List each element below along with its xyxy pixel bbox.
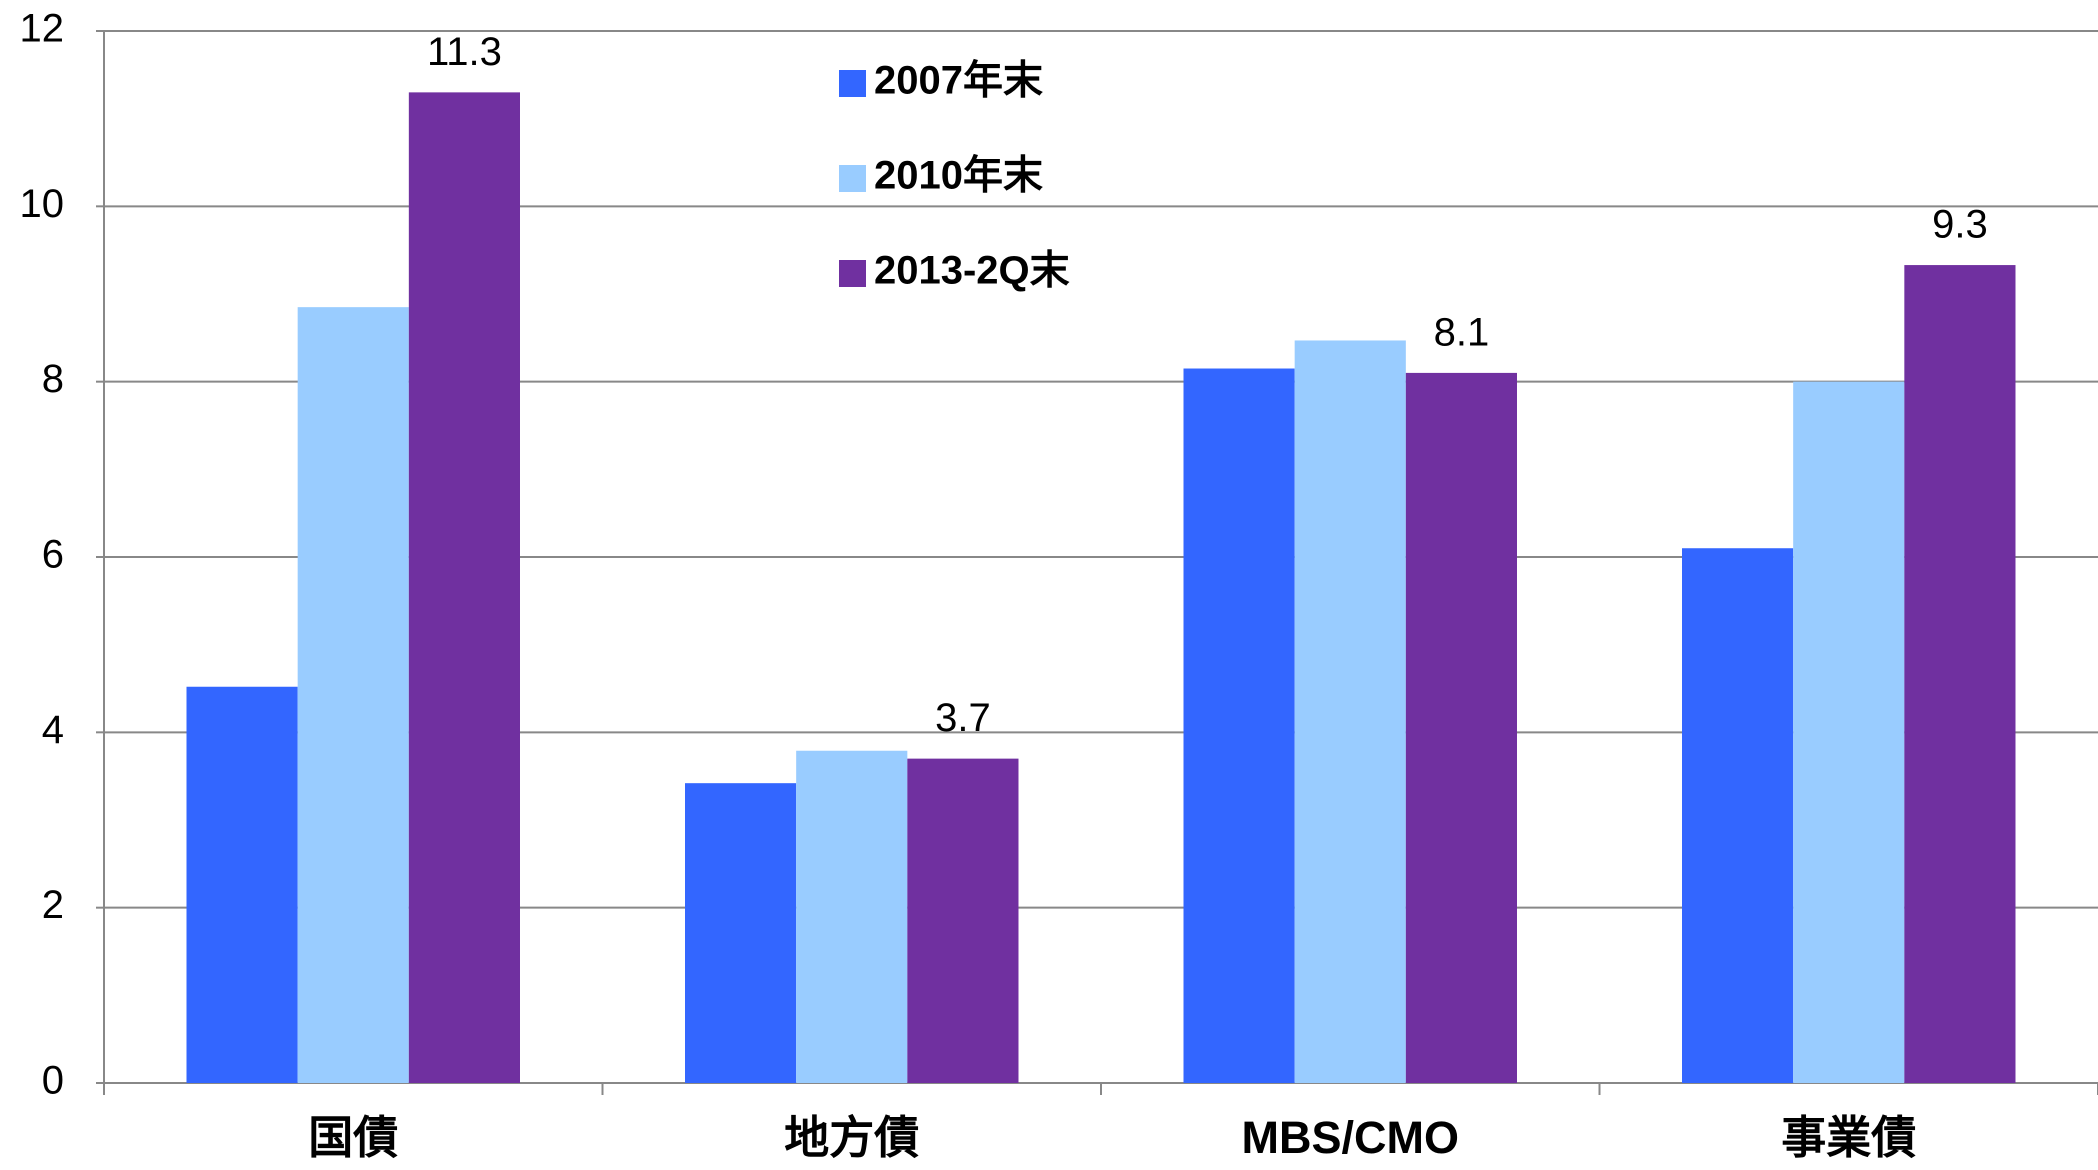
data-label: 9.3 bbox=[1932, 203, 1988, 247]
bar bbox=[1294, 340, 1406, 1083]
y-tick-label: 4 bbox=[42, 708, 64, 752]
y-tick-label: 6 bbox=[42, 533, 64, 577]
y-tick-label: 8 bbox=[42, 357, 64, 401]
bar bbox=[1904, 265, 2016, 1083]
bar bbox=[796, 750, 908, 1083]
bar bbox=[1793, 381, 1905, 1084]
legend-swatch bbox=[839, 70, 866, 97]
legend-label: 2010年末 bbox=[874, 154, 1043, 198]
x-tick-label: 国債 bbox=[308, 1112, 398, 1163]
legend-swatch bbox=[839, 260, 866, 287]
bar bbox=[297, 307, 409, 1083]
data-label: 8.1 bbox=[1434, 310, 1490, 354]
bar bbox=[1405, 372, 1517, 1083]
bar bbox=[907, 758, 1019, 1083]
data-label: 11.3 bbox=[427, 30, 502, 74]
bar bbox=[685, 783, 797, 1083]
y-tick-label: 10 bbox=[20, 182, 65, 226]
data-label: 3.7 bbox=[935, 696, 991, 740]
x-tick-label: 事業債 bbox=[1781, 1112, 1916, 1163]
y-tick-label: 12 bbox=[20, 7, 65, 51]
x-tick-label: 地方債 bbox=[784, 1112, 919, 1163]
x-tick-label: MBS/CMO bbox=[1242, 1112, 1460, 1163]
legend-swatch bbox=[839, 165, 866, 192]
legend-label: 2007年末 bbox=[874, 59, 1043, 103]
bar bbox=[186, 686, 298, 1083]
legend-label: 2013-2Q末 bbox=[874, 249, 1070, 293]
bar bbox=[1682, 548, 1794, 1083]
bar bbox=[408, 92, 520, 1083]
y-tick-label: 2 bbox=[42, 883, 64, 927]
y-tick-label: 0 bbox=[42, 1059, 64, 1103]
bar bbox=[1183, 368, 1295, 1083]
